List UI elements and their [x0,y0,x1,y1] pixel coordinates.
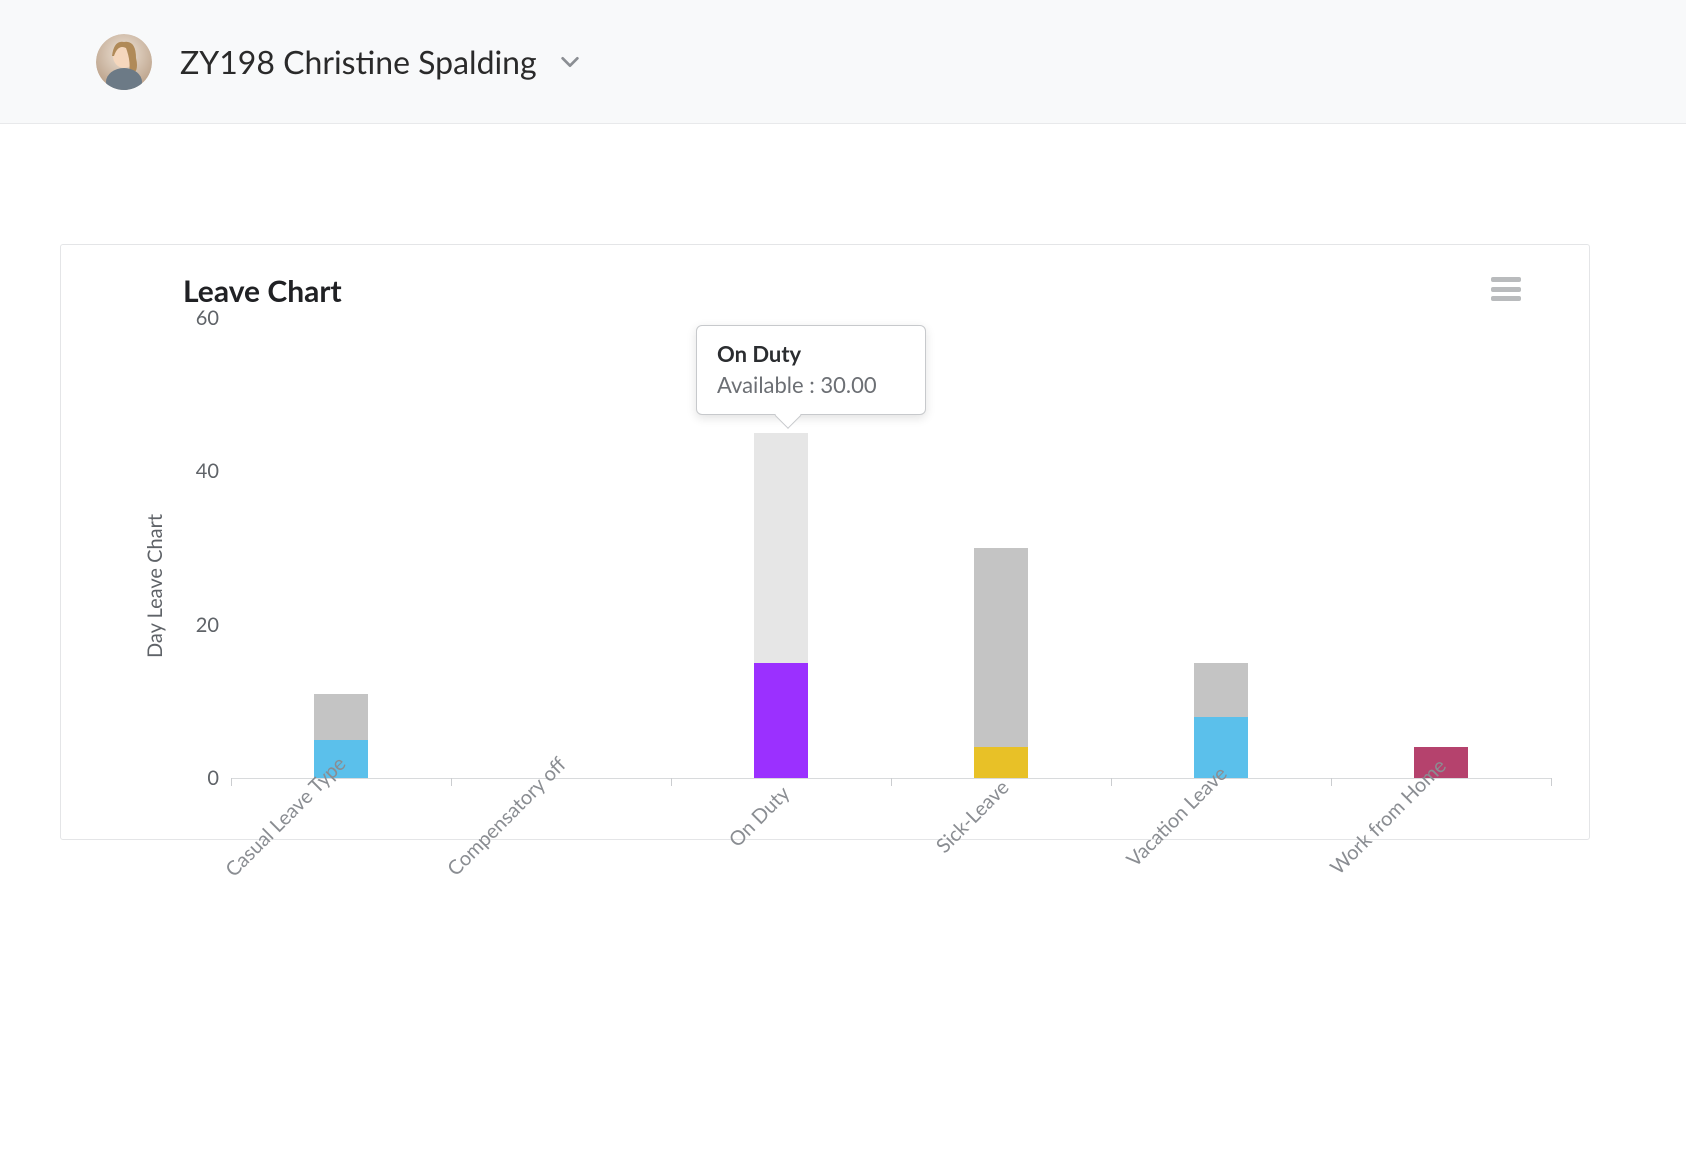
chart-tooltip: On Duty Available : 30.00 [696,325,926,415]
bar-segment-available [1194,663,1248,717]
bar-segment-used [754,663,808,778]
bar-group[interactable] [754,433,808,778]
x-tick-mark [231,778,232,786]
tooltip-title: On Duty [717,340,905,367]
x-axis-label: Work from Home [1325,754,1451,880]
y-tick-label: 0 [175,766,219,790]
chart-plot[interactable]: 0204060Casual Leave TypeCompensatory off… [231,319,1551,779]
x-axis-label: Sick-Leave [931,775,1013,857]
hamburger-icon [1491,277,1521,282]
y-axis-title: Day Leave Chart [143,514,167,658]
user-selector[interactable]: ZY198 Christine Spalding [180,42,581,81]
y-tick-label: 60 [175,306,219,330]
user-name-label: ZY198 Christine Spalding [180,42,537,81]
x-tick-mark [1551,778,1552,786]
x-axis-label: Compensatory off [442,752,570,880]
x-tick-mark [671,778,672,786]
leave-chart-card: Leave Chart Day Leave Chart 0204060Casua… [60,244,1590,840]
bar-segment-available [314,694,368,740]
chart-menu-button[interactable] [1491,277,1521,301]
chart-title: Leave Chart [183,273,342,309]
bar-group[interactable] [974,548,1028,778]
user-avatar[interactable] [96,34,152,90]
y-tick-label: 20 [175,613,219,637]
top-bar: ZY198 Christine Spalding [0,0,1686,124]
bar-segment-available [754,433,808,663]
x-axis-label: Casual Leave Type [220,751,350,881]
x-tick-mark [1331,778,1332,786]
x-tick-mark [1111,778,1112,786]
bar-group[interactable] [1194,663,1248,778]
x-axis-label: Vacation Leave [1122,761,1232,871]
x-axis-label: On Duty [724,781,795,852]
x-tick-mark [451,778,452,786]
avatar-image [96,34,152,90]
content-area: Leave Chart Day Leave Chart 0204060Casua… [0,124,1686,840]
chart-header: Leave Chart [91,273,1559,309]
x-tick-mark [891,778,892,786]
bar-segment-available [974,548,1028,747]
tooltip-value: Available : 30.00 [717,371,905,398]
bar-segment-used [974,747,1028,778]
chevron-down-icon [559,51,581,73]
y-tick-label: 40 [175,459,219,483]
chart-body: Day Leave Chart 0204060Casual Leave Type… [91,319,1559,779]
